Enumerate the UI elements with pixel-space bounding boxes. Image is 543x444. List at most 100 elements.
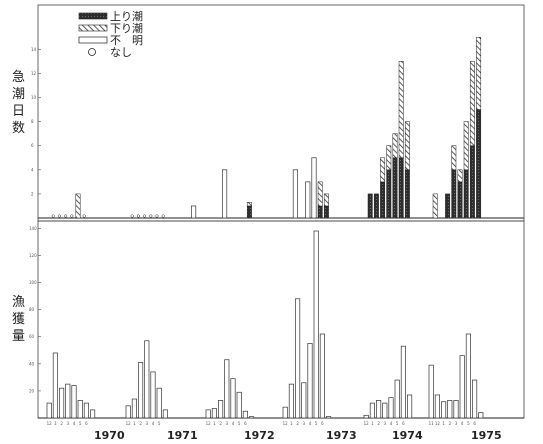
month-tick-label: 4 — [309, 421, 312, 426]
top-bar-down — [469, 61, 475, 146]
month-tick-label: 5 — [158, 421, 161, 426]
bottom-bar — [472, 379, 478, 419]
bottom-panel-frame — [37, 220, 525, 419]
month-tick-label: 11 — [429, 421, 435, 426]
month-tick-label: 4 — [73, 421, 76, 426]
top-ytick-label: 6 — [31, 143, 34, 148]
month-tick-label: 2 — [449, 421, 452, 426]
top-bar-down — [463, 121, 469, 171]
bottom-bar — [83, 402, 89, 419]
month-tick-label: 6 — [473, 421, 476, 426]
month-tick-label: 5 — [79, 421, 82, 426]
bottom-panel — [37, 220, 525, 419]
bottom-bar — [59, 387, 65, 419]
top-bar-down — [451, 145, 457, 171]
month-tick-label: 6 — [85, 421, 88, 426]
top-bar-up — [404, 169, 410, 219]
legend-marker-none — [88, 48, 96, 56]
top-none-marker — [161, 214, 165, 218]
bottom-bar — [65, 383, 71, 419]
bottom-bar — [282, 406, 288, 419]
top-none-marker — [57, 214, 61, 218]
legend-label-down: 下り潮 — [110, 21, 143, 35]
month-tick-label: 12 — [126, 421, 132, 426]
bottom-bars — [46, 230, 484, 419]
top-bar-up — [380, 181, 386, 219]
bottom-bar — [77, 400, 83, 419]
month-tick-label: 5 — [467, 421, 470, 426]
month-tick-label: 4 — [461, 421, 464, 426]
bottom-bar — [144, 340, 150, 419]
legend-label-up: 上り潮 — [110, 9, 143, 23]
legend-label-none: なし — [110, 46, 132, 59]
top-bar-up — [392, 157, 398, 219]
year-label-1972: 1972 — [244, 429, 275, 442]
legend: 上り潮 下り潮 不 明 なし — [78, 9, 143, 59]
top-ytick-label: 12 — [31, 71, 37, 76]
bottom-bar — [441, 401, 447, 419]
bottom-bar — [369, 402, 375, 419]
top-ytick-label: 10 — [31, 95, 37, 100]
legend-swatch-down — [78, 24, 108, 32]
top-none-marker — [130, 214, 134, 218]
month-tick-label: 12 — [206, 421, 212, 426]
year-label-1974: 1974 — [392, 429, 423, 442]
bottom-bar — [407, 394, 413, 419]
top-bar-down — [317, 181, 323, 207]
legend-label-unknown: 不 明 — [110, 34, 143, 47]
legend-swatch-unknown — [78, 36, 108, 44]
month-tick-label: 3 — [146, 421, 149, 426]
bottom-bar — [138, 362, 144, 419]
bottom-bar — [156, 387, 162, 419]
month-tick-label: 6 — [321, 421, 324, 426]
top-none-markers — [51, 214, 165, 218]
bottom-bar — [131, 398, 137, 419]
bottom-bar — [400, 345, 406, 419]
bottom-ytick-label: 40 — [29, 361, 35, 366]
year-label-1975: 1975 — [471, 429, 502, 442]
top-none-marker — [51, 214, 55, 218]
top-bar-up — [476, 109, 482, 219]
bottom-ylabel-char-3: 量 — [12, 329, 25, 344]
bottom-bar — [319, 333, 325, 419]
top-ylabel: 急 潮 日 数 — [12, 70, 25, 136]
top-bar-unknown — [311, 157, 317, 219]
month-tick-label: 1 — [133, 421, 136, 426]
month-tick-label: 3 — [67, 421, 70, 426]
month-tick-label: 6 — [244, 421, 247, 426]
bottom-bar — [71, 385, 77, 419]
bottom-bar — [428, 364, 434, 419]
top-bar-down — [392, 133, 398, 158]
year-label-1971: 1971 — [167, 429, 198, 442]
year-label-1973: 1973 — [326, 429, 357, 442]
bottom-ylabel-char-1: 漁 — [12, 295, 25, 310]
month-tick-label: 1 — [371, 421, 374, 426]
month-tick-label: 5 — [238, 421, 241, 426]
bottom-bar — [150, 371, 156, 419]
month-tick-label: 3 — [455, 421, 458, 426]
year-labels: 1970 1971 1972 1973 1974 1975 — [94, 429, 502, 442]
top-bar-up — [246, 205, 252, 219]
top-none-marker — [143, 214, 147, 218]
month-tick-label: 3 — [226, 421, 229, 426]
month-tick-label: 12 — [47, 421, 53, 426]
bottom-bar — [211, 408, 217, 419]
bottom-bar — [363, 414, 369, 419]
legend-swatch-up — [78, 12, 108, 20]
top-bar-up — [451, 169, 457, 219]
month-tick-label: 12 — [364, 421, 370, 426]
bottom-bar — [288, 383, 294, 419]
month-tick-label: 2 — [219, 421, 222, 426]
top-ytick-label: 8 — [31, 119, 34, 124]
top-bar-down — [432, 193, 438, 219]
month-tick-label: 3 — [303, 421, 306, 426]
bottom-bar — [447, 400, 453, 419]
top-ytick-label: 4 — [31, 167, 34, 172]
top-ylabel-char-1: 急 — [12, 70, 25, 85]
top-bar-up — [463, 169, 469, 219]
bottom-bar — [90, 409, 96, 419]
top-bar-down — [75, 193, 81, 219]
top-bar-down — [246, 202, 252, 207]
top-bar-unknown — [222, 169, 228, 219]
bottom-bar — [295, 298, 301, 419]
